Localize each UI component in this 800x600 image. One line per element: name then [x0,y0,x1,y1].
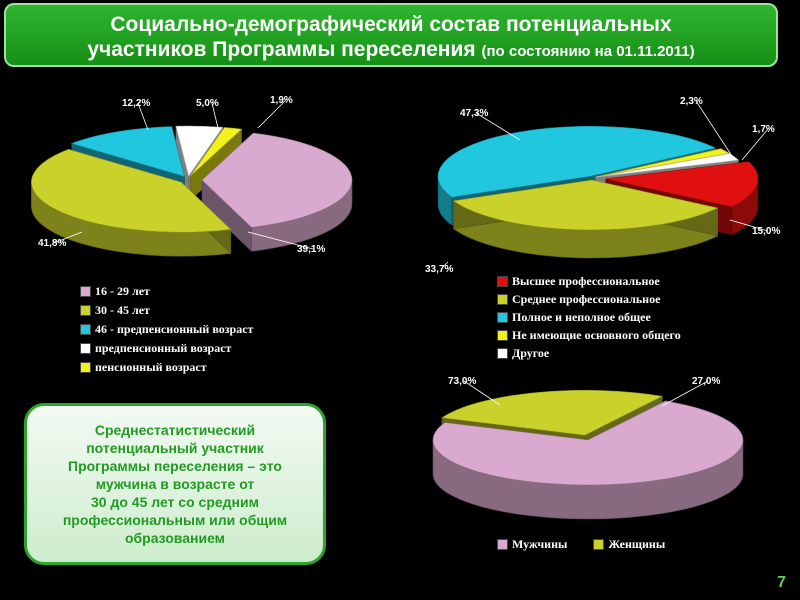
legend-item: Высшее профессиональное [497,272,681,290]
summary-line: образованием [124,530,226,546]
data-label: 5,0% [196,98,219,109]
legend-swatch [497,293,508,305]
legend-label: предпенсионный возраст [95,341,232,355]
pie-slice [605,161,759,208]
summary-line: 30 до 45 лет со средним [91,494,259,510]
legend-label: 46 - предпенсионный возраст [95,322,254,336]
legend-item: Среднее профессиональное [497,290,681,308]
leader-line [661,380,709,407]
pie-slice [595,153,740,178]
leader-line [137,102,149,131]
data-label: 73,0% [448,376,476,387]
title-line-2: участников Программы переселения (по сос… [6,37,776,65]
legend-swatch [80,362,91,373]
pie-slice [432,400,744,486]
leader-line [475,112,521,141]
data-label: 33,7% [425,264,453,275]
leader-line [247,231,314,250]
pie-slice [201,132,353,228]
leader-line [729,219,769,232]
data-label: 15,0% [752,226,780,237]
summary-line: Программы переселения – это [68,458,282,474]
pie-slice [70,126,185,177]
leader-line [257,99,287,129]
legend-item: пенсионный возраст [80,358,253,377]
page-number: 7 [777,574,786,591]
title-main: участников Программы переселения [87,38,476,61]
legend-item: Мужчины [497,535,567,554]
pie-slice [437,125,717,198]
legend-label: Другое [512,345,550,360]
data-label: 41,8% [38,238,66,249]
summary-line: потенциальный участник [86,440,264,456]
legend-education: Высшее профессиональное Среднее профессио… [497,272,681,362]
legend-item: Женщины [593,535,665,554]
summary-line: Среднестатистический [94,422,256,438]
legend-swatch [80,286,91,297]
leader-line [211,102,219,129]
legend-item: 46 - предпенсионный возраст [80,320,253,339]
pie-slice [441,389,664,436]
pie-slice [175,125,224,177]
legend-age: 16 - 29 лет 30 - 45 лет 46 - предпенсионны… [80,282,253,377]
pie-slice [190,127,243,177]
legend-swatch [497,329,508,341]
title-line-1: Социально-демографический состав потенци… [110,13,672,36]
data-label: 1,9% [270,95,293,106]
data-label: 1,7% [752,124,775,135]
title-banner: Социально-демографический состав потенци… [4,3,778,67]
legend-swatch [497,275,508,287]
summary-line: профессиональным или общим [62,512,288,528]
summary-box: Среднестатистический потенциальный участ… [24,403,326,565]
legend-label: пенсионный возраст [95,360,207,374]
legend-swatch [497,539,508,550]
data-label: 39,1% [297,244,325,255]
pie-slice [31,148,232,233]
legend-label: 30 - 45 лет [95,303,150,317]
legend-label: Полное и неполное общее [512,309,651,324]
summary-line: мужчина в возрасте от [95,476,255,492]
legend-label: 16 - 29 лет [95,284,150,298]
legend-item: Не имеющие основного общего [497,326,681,344]
legend-swatch [497,347,508,359]
legend-swatch [80,324,91,335]
leader-line [741,128,769,161]
legend-swatch [80,343,91,354]
legend-label: Высшее профессиональное [512,273,660,288]
pie-chart-age: 39,1% 41,8% 12,2% 5,0% 1,9% [31,95,353,257]
pie-chart-education: 15,0% 33,7% 47,3% 1,7% 2,3% [425,96,780,275]
leader-line [440,261,449,270]
leader-line [695,100,733,157]
legend-item: предпенсионный возраст [80,339,253,358]
summary-text: Среднестатистический потенциальный участ… [63,421,287,547]
title-date: (по состоянию на 01.11.2011) [481,43,695,60]
legend-item: Другое [497,344,681,362]
data-label: 2,3% [680,96,703,107]
legend-item: 30 - 45 лет [80,301,253,320]
leader-line [463,380,501,406]
pie-slice [452,179,719,231]
legend-item: 16 - 29 лет [80,282,253,301]
data-label: 47,3% [460,108,488,119]
legend-label: Среднее профессиональное [512,291,661,306]
legend-swatch [80,305,91,316]
leader-line [53,231,83,244]
pie-chart-gender: 73,0% 27,0% [432,376,744,520]
legend-label: Женщины [608,537,666,551]
legend-label: Не имеющие основного общего [512,327,681,342]
legend-gender: Мужчины Женщины [497,535,691,554]
legend-swatch [497,311,508,323]
data-label: 12,2% [122,98,150,109]
legend-item: Полное и неполное общее [497,308,681,326]
legend-swatch [593,539,605,550]
legend-label: Мужчины [512,537,568,551]
data-label: 27,0% [692,376,720,387]
